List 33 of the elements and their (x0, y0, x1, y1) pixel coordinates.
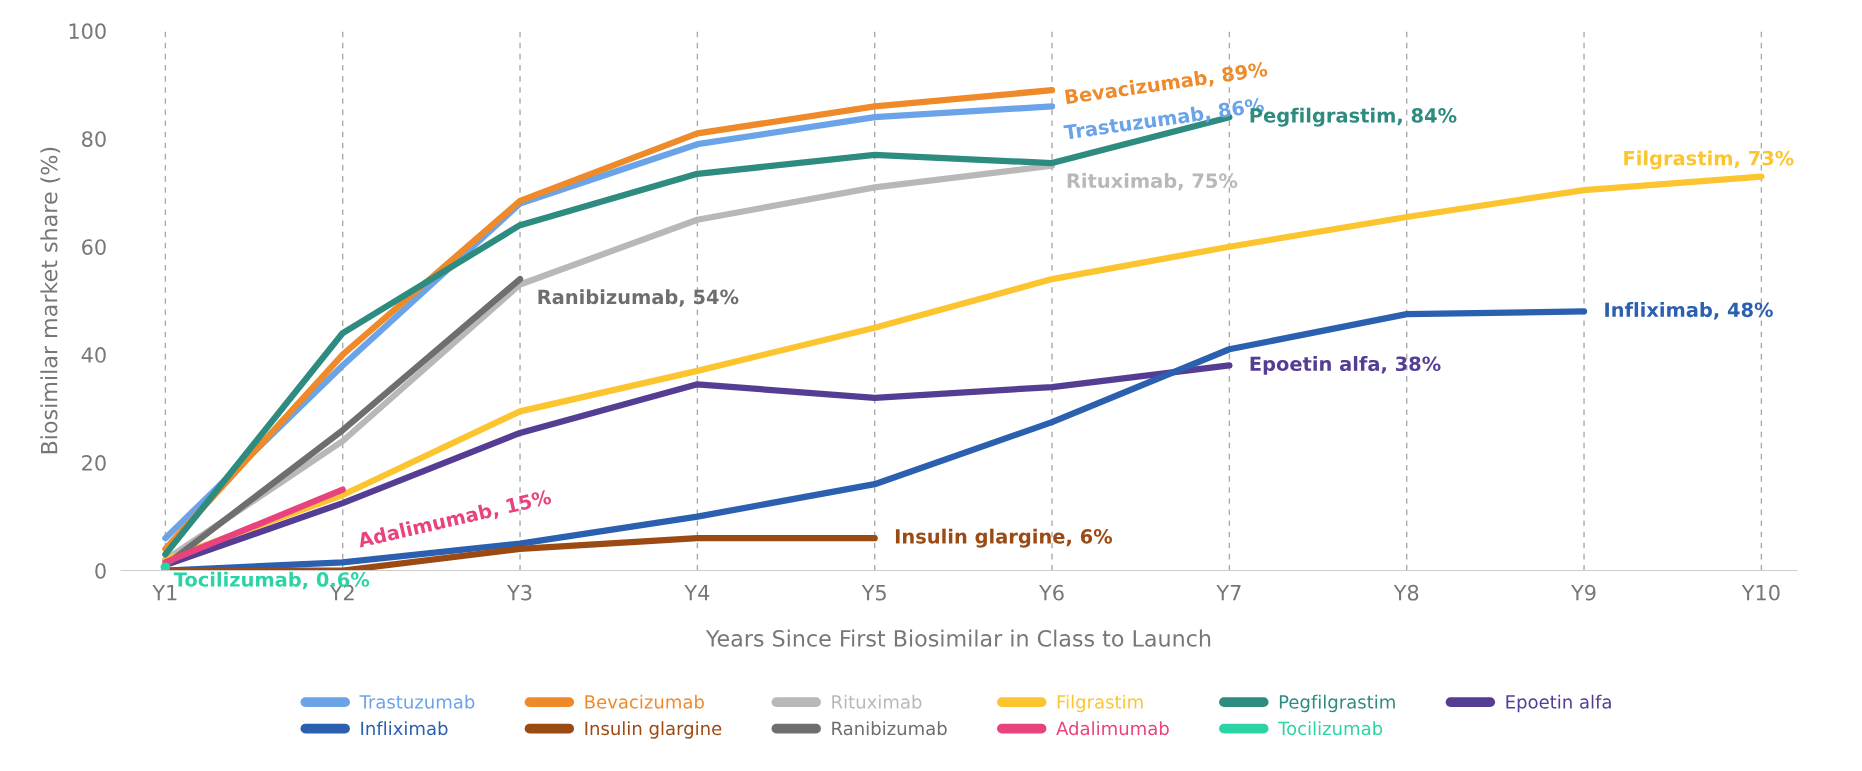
legend-label: Infliximab (361, 721, 448, 736)
y-tick-label: 20 (82, 455, 106, 471)
annotation: Epoetin alfa, 38% (1250, 356, 1441, 375)
y-axis-title: Biosimilar market share (%) (40, 147, 61, 454)
y-tick-label: 40 (81, 347, 106, 363)
x-tick-label: Y4 (684, 585, 710, 601)
legend-label: Trastuzumab (359, 694, 475, 709)
legend-label: Rituximab (832, 694, 922, 709)
annotation: Filgrastim, 73% (1624, 150, 1794, 170)
legend-label: Bevacizumab (585, 694, 704, 709)
legend-label: Filgrastim (1057, 694, 1143, 713)
y-tick-label: 80 (82, 131, 106, 147)
annotation: Ranibizumab, 54% (538, 289, 739, 307)
annotation: Rituximab, 75% (1067, 173, 1238, 191)
x-axis-title: Years Since First Biosimilar in Class to Launch (705, 629, 1211, 647)
x-tick-label: Y3 (507, 584, 532, 601)
x-tick-label: Y6 (1039, 584, 1064, 601)
x-tick-label: Y8 (1393, 584, 1419, 601)
legend-label: Tocilizumab (1278, 721, 1383, 736)
x-tick-label: Y5 (861, 585, 886, 601)
legend-label: Insulin glargine (585, 721, 722, 739)
y-tick-label: 100 (69, 23, 106, 40)
y-tick-label: 60 (82, 239, 106, 255)
legend-label: Adalimumab (1056, 721, 1169, 736)
x-tick-label: Y7 (1216, 585, 1241, 601)
legend-label: Pegfilgrastim (1279, 694, 1395, 713)
annotation: Infliximab, 48% (1605, 302, 1773, 320)
annotation: Insulin glargine, 6% (895, 528, 1113, 548)
y-tick-label: 0 (95, 562, 106, 579)
x-tick-label: Y9 (1571, 584, 1596, 601)
x-tick-label: Y10 (1741, 584, 1780, 601)
legend-label: Epoetin alfa (1506, 694, 1611, 713)
legend-label: Ranibizumab (832, 721, 947, 736)
